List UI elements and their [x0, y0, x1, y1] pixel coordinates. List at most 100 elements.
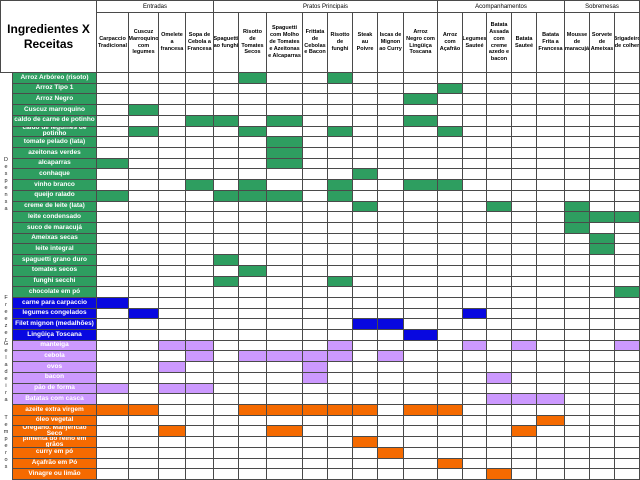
- matrix-cell[interactable]: [565, 426, 590, 438]
- matrix-cell-filled[interactable]: [239, 180, 267, 191]
- matrix-cell[interactable]: [186, 362, 214, 373]
- matrix-cell[interactable]: [487, 458, 512, 470]
- matrix-cell[interactable]: [239, 297, 267, 309]
- matrix-cell-filled[interactable]: [97, 190, 129, 202]
- matrix-cell[interactable]: [129, 255, 159, 266]
- matrix-cell[interactable]: [129, 362, 159, 373]
- matrix-cell[interactable]: [463, 190, 487, 202]
- matrix-cell[interactable]: [97, 126, 129, 138]
- matrix-cell[interactable]: [512, 137, 537, 148]
- matrix-cell[interactable]: [565, 190, 590, 202]
- matrix-cell[interactable]: [463, 405, 487, 416]
- matrix-cell[interactable]: [328, 287, 353, 298]
- matrix-cell-filled[interactable]: [565, 222, 590, 234]
- matrix-cell[interactable]: [214, 372, 239, 384]
- matrix-cell[interactable]: [214, 201, 239, 213]
- matrix-cell[interactable]: [615, 255, 640, 266]
- matrix-cell[interactable]: [267, 415, 303, 427]
- matrix-cell[interactable]: [565, 265, 590, 277]
- matrix-cell[interactable]: [487, 415, 512, 427]
- matrix-cell[interactable]: [129, 244, 159, 256]
- matrix-cell[interactable]: [565, 297, 590, 309]
- matrix-cell[interactable]: [97, 469, 129, 480]
- matrix-cell[interactable]: [159, 137, 186, 148]
- matrix-cell-filled[interactable]: [267, 147, 303, 159]
- matrix-cell[interactable]: [378, 330, 404, 341]
- matrix-cell[interactable]: [214, 244, 239, 256]
- matrix-cell[interactable]: [378, 126, 404, 138]
- matrix-cell[interactable]: [565, 287, 590, 298]
- matrix-cell[interactable]: [487, 447, 512, 459]
- matrix-cell[interactable]: [97, 340, 129, 352]
- matrix-cell[interactable]: [463, 394, 487, 406]
- matrix-cell-filled[interactable]: [404, 405, 438, 416]
- matrix-cell[interactable]: [565, 405, 590, 416]
- matrix-cell[interactable]: [565, 308, 590, 320]
- matrix-cell[interactable]: [97, 437, 129, 448]
- matrix-cell[interactable]: [615, 362, 640, 373]
- matrix-cell[interactable]: [590, 255, 615, 266]
- matrix-cell[interactable]: [404, 73, 438, 84]
- matrix-cell[interactable]: [303, 437, 328, 448]
- matrix-cell[interactable]: [186, 244, 214, 256]
- matrix-cell[interactable]: [239, 276, 267, 288]
- matrix-cell[interactable]: [404, 190, 438, 202]
- matrix-cell[interactable]: [378, 383, 404, 395]
- matrix-cell[interactable]: [97, 372, 129, 384]
- matrix-cell[interactable]: [565, 319, 590, 331]
- matrix-cell[interactable]: [328, 437, 353, 448]
- matrix-cell[interactable]: [487, 222, 512, 234]
- matrix-cell[interactable]: [159, 169, 186, 181]
- matrix-cell[interactable]: [328, 469, 353, 480]
- matrix-cell[interactable]: [267, 297, 303, 309]
- matrix-cell[interactable]: [615, 180, 640, 191]
- matrix-cell-filled[interactable]: [353, 437, 378, 448]
- matrix-cell[interactable]: [463, 351, 487, 363]
- matrix-cell-filled[interactable]: [239, 351, 267, 363]
- matrix-cell[interactable]: [239, 319, 267, 331]
- matrix-cell-filled[interactable]: [404, 94, 438, 106]
- matrix-cell[interactable]: [590, 222, 615, 234]
- matrix-cell[interactable]: [97, 265, 129, 277]
- matrix-cell[interactable]: [159, 158, 186, 170]
- matrix-cell[interactable]: [159, 265, 186, 277]
- matrix-cell-filled[interactable]: [267, 426, 303, 438]
- matrix-cell[interactable]: [404, 469, 438, 480]
- matrix-cell[interactable]: [214, 180, 239, 191]
- matrix-cell[interactable]: [239, 115, 267, 127]
- matrix-cell[interactable]: [438, 362, 463, 373]
- matrix-cell[interactable]: [615, 297, 640, 309]
- matrix-cell-filled[interactable]: [267, 115, 303, 127]
- matrix-cell[interactable]: [404, 276, 438, 288]
- matrix-cell-filled[interactable]: [97, 158, 129, 170]
- matrix-cell[interactable]: [512, 169, 537, 181]
- matrix-cell[interactable]: [487, 105, 512, 116]
- matrix-cell[interactable]: [159, 244, 186, 256]
- matrix-cell[interactable]: [463, 415, 487, 427]
- matrix-cell[interactable]: [487, 233, 512, 245]
- matrix-cell[interactable]: [129, 319, 159, 331]
- matrix-cell[interactable]: [404, 319, 438, 331]
- matrix-cell[interactable]: [378, 73, 404, 84]
- matrix-cell[interactable]: [267, 126, 303, 138]
- matrix-cell[interactable]: [159, 255, 186, 266]
- matrix-cell-filled[interactable]: [537, 394, 565, 406]
- matrix-cell[interactable]: [303, 265, 328, 277]
- matrix-cell-filled[interactable]: [214, 115, 239, 127]
- matrix-cell[interactable]: [590, 83, 615, 95]
- matrix-cell[interactable]: [186, 319, 214, 331]
- matrix-cell[interactable]: [97, 308, 129, 320]
- matrix-cell[interactable]: [565, 244, 590, 256]
- matrix-cell[interactable]: [487, 158, 512, 170]
- matrix-cell[interactable]: [159, 330, 186, 341]
- matrix-cell[interactable]: [129, 287, 159, 298]
- matrix-cell-filled[interactable]: [353, 201, 378, 213]
- matrix-cell[interactable]: [590, 94, 615, 106]
- matrix-cell-filled[interactable]: [565, 212, 590, 223]
- matrix-cell[interactable]: [239, 340, 267, 352]
- matrix-cell[interactable]: [186, 330, 214, 341]
- matrix-cell[interactable]: [267, 383, 303, 395]
- matrix-cell[interactable]: [328, 308, 353, 320]
- matrix-cell[interactable]: [463, 158, 487, 170]
- matrix-cell[interactable]: [590, 105, 615, 116]
